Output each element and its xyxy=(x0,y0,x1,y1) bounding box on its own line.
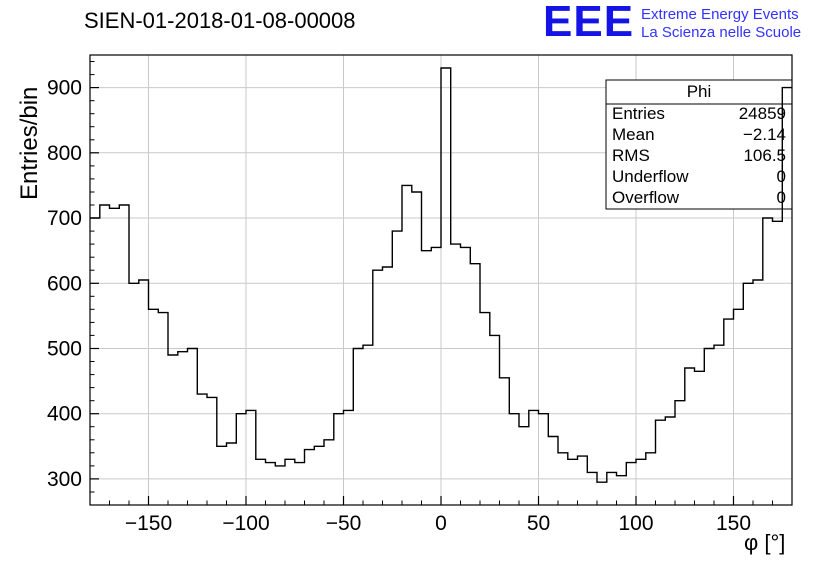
stats-label: Entries xyxy=(612,104,665,124)
stats-row-overflow: Overflow 0 xyxy=(612,188,786,208)
svg-text:100: 100 xyxy=(618,512,653,535)
stats-title: Phi xyxy=(686,82,712,101)
stats-label: Underflow xyxy=(612,166,689,186)
eee-logo-acronym: EEE xyxy=(543,0,635,46)
svg-text:0: 0 xyxy=(435,512,447,535)
stats-label: Overflow xyxy=(612,187,680,207)
svg-text:900: 900 xyxy=(47,77,82,100)
stats-value: 0 xyxy=(776,187,786,207)
svg-text:50: 50 xyxy=(527,512,550,535)
stats-rows: Entries 24859 Mean −2.14 RMS 106.5 Under… xyxy=(606,104,792,208)
svg-text:800: 800 xyxy=(47,142,82,165)
svg-text:600: 600 xyxy=(47,272,82,295)
stats-value: 0 xyxy=(776,166,786,186)
plot-title: SIEN-01-2018-01-08-00008 xyxy=(84,8,356,33)
svg-text:−50: −50 xyxy=(326,512,362,535)
svg-text:−100: −100 xyxy=(222,512,269,535)
eee-logo: EEE Extreme Energy Events La Scienza nel… xyxy=(543,0,801,46)
svg-text:400: 400 xyxy=(47,403,82,426)
x-axis-label: φ [°] xyxy=(744,530,786,555)
stats-box: Phi Entries 24859 Mean −2.14 RMS 106.5 U… xyxy=(606,80,792,209)
svg-text:150: 150 xyxy=(716,512,751,535)
stats-label: Mean xyxy=(612,125,655,145)
svg-text:−150: −150 xyxy=(125,512,172,535)
svg-text:500: 500 xyxy=(47,338,82,361)
stats-value: −2.14 xyxy=(742,125,786,145)
stats-label: RMS xyxy=(612,145,650,165)
svg-text:700: 700 xyxy=(47,207,82,230)
stats-row-entries: Entries 24859 xyxy=(612,104,786,124)
stats-value: 106.5 xyxy=(743,145,786,165)
eee-logo-line1: Extreme Energy Events xyxy=(641,6,799,23)
eee-logo-text: Extreme Energy Events La Scienza nelle S… xyxy=(641,2,801,42)
stats-value: 24859 xyxy=(738,104,786,124)
stats-row-mean: Mean −2.14 xyxy=(612,125,786,145)
stats-row-rms: RMS 106.5 xyxy=(612,146,786,166)
eee-logo-line2: La Scienza nelle Scuole xyxy=(641,24,802,41)
stats-row-underflow: Underflow 0 xyxy=(612,167,786,187)
svg-text:300: 300 xyxy=(47,468,82,491)
y-axis-label: Entries/bin xyxy=(16,86,43,200)
